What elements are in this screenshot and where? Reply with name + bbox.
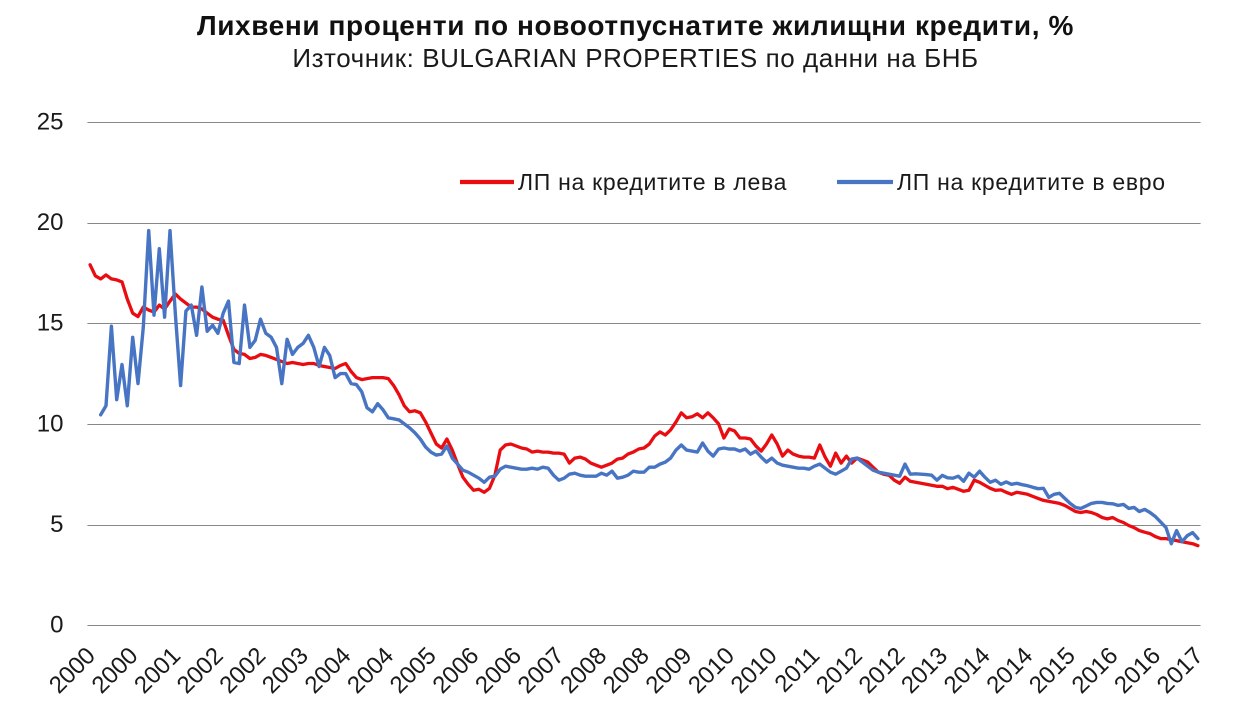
svg-text:2002: 2002 xyxy=(214,642,271,699)
svg-text:2003: 2003 xyxy=(257,642,314,699)
svg-text:2002: 2002 xyxy=(172,642,229,699)
svg-text:20: 20 xyxy=(37,209,64,236)
svg-text:ЛП на кредитите в евро: ЛП на кредитите в евро xyxy=(897,169,1166,195)
svg-text:2004: 2004 xyxy=(342,642,399,699)
svg-text:2006: 2006 xyxy=(470,642,527,699)
svg-text:2009: 2009 xyxy=(640,642,697,699)
svg-text:2005: 2005 xyxy=(385,642,442,699)
svg-text:2007: 2007 xyxy=(513,642,570,699)
svg-text:2014: 2014 xyxy=(981,642,1038,699)
svg-text:2014: 2014 xyxy=(939,642,996,699)
svg-text:2010: 2010 xyxy=(726,642,783,699)
svg-text:2000: 2000 xyxy=(44,642,101,699)
svg-text:25: 25 xyxy=(37,108,64,135)
svg-text:0: 0 xyxy=(50,612,63,639)
svg-text:2016: 2016 xyxy=(1067,642,1124,699)
svg-text:2016: 2016 xyxy=(1109,642,1166,699)
svg-text:2012: 2012 xyxy=(811,642,868,699)
svg-text:2008: 2008 xyxy=(598,642,655,699)
svg-text:ЛП на кредитите в лева: ЛП на кредитите в лева xyxy=(518,169,787,195)
svg-text:2011: 2011 xyxy=(770,642,826,698)
svg-text:2006: 2006 xyxy=(427,642,484,699)
svg-text:2008: 2008 xyxy=(555,642,612,699)
svg-text:2010: 2010 xyxy=(683,642,740,699)
svg-text:2013: 2013 xyxy=(896,642,953,699)
svg-text:2017: 2017 xyxy=(1152,642,1209,699)
svg-text:2004: 2004 xyxy=(300,642,357,699)
svg-text:5: 5 xyxy=(50,511,63,538)
svg-text:10: 10 xyxy=(37,410,64,437)
svg-text:2000: 2000 xyxy=(87,642,144,699)
svg-text:2015: 2015 xyxy=(1024,642,1081,699)
svg-text:15: 15 xyxy=(37,310,64,337)
svg-text:2012: 2012 xyxy=(854,642,911,699)
svg-text:2001: 2001 xyxy=(129,642,186,699)
